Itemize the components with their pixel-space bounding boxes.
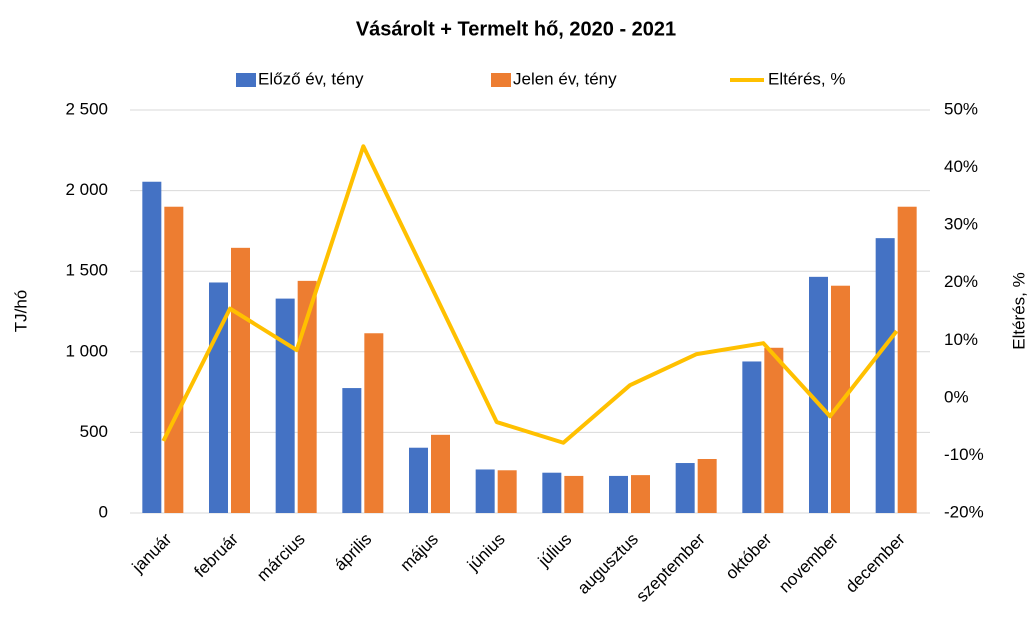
y-tick-label: 1 000 xyxy=(65,341,108,360)
bar xyxy=(564,475,584,513)
x-tick-label: szeptember xyxy=(632,529,708,605)
bar xyxy=(809,276,828,513)
bar xyxy=(897,206,917,513)
x-tick-label: augusztus xyxy=(574,530,642,598)
y-tick-label: 0 xyxy=(99,502,108,521)
legend-swatch xyxy=(236,73,256,87)
legend-label: Eltérés, % xyxy=(768,69,845,88)
bar xyxy=(697,458,717,513)
bar xyxy=(631,475,650,513)
bar xyxy=(431,434,450,513)
bar xyxy=(231,247,250,514)
y2-tick-label: 30% xyxy=(944,215,978,234)
y2-tick-label: 10% xyxy=(944,330,978,349)
x-tick-label: május xyxy=(396,530,442,576)
y2-axis-label: Eltérés, % xyxy=(1009,272,1028,349)
legend-label: Előző év, tény xyxy=(258,69,364,88)
legend-swatch xyxy=(491,73,511,87)
y2-tick-label: -20% xyxy=(944,502,984,521)
y-tick-label: 500 xyxy=(80,422,108,441)
x-tick-label: március xyxy=(253,530,309,586)
x-tick-label: február xyxy=(190,529,242,581)
bar xyxy=(409,447,428,513)
bar xyxy=(364,333,384,513)
bar xyxy=(742,361,762,513)
y-axis-label: TJ/hó xyxy=(11,290,30,333)
y-tick-label: 2 000 xyxy=(65,180,108,199)
bar xyxy=(497,470,517,513)
y2-tick-label: -10% xyxy=(944,445,984,464)
x-tick-label: július xyxy=(534,530,576,572)
y2-tick-label: 40% xyxy=(944,157,978,176)
y-tick-label: 1 500 xyxy=(65,261,108,280)
bar xyxy=(609,475,628,513)
bar xyxy=(875,238,895,514)
x-tick-label: január xyxy=(128,529,176,577)
y-tick-label: 2 500 xyxy=(65,99,108,118)
x-tick-label: november xyxy=(775,529,842,596)
y2-tick-label: 20% xyxy=(944,272,978,291)
bar xyxy=(831,285,850,513)
legend-label: Jelen év, tény xyxy=(513,69,617,88)
x-tick-label: június xyxy=(463,530,509,576)
x-tick-label: december xyxy=(842,529,909,596)
bar xyxy=(142,181,162,513)
bar xyxy=(275,298,295,513)
x-tick-label: október xyxy=(722,529,776,583)
bar xyxy=(342,388,362,513)
bar xyxy=(542,472,562,513)
chart-title: Vásárolt + Termelt hő, 2020 - 2021 xyxy=(356,18,676,40)
bar xyxy=(675,463,695,513)
x-tick-label: április xyxy=(330,530,375,575)
y2-tick-label: 0% xyxy=(944,387,969,406)
bar xyxy=(164,206,184,513)
y2-tick-label: 50% xyxy=(944,99,978,118)
line xyxy=(161,144,899,445)
bar xyxy=(764,347,784,513)
bar xyxy=(475,469,495,513)
